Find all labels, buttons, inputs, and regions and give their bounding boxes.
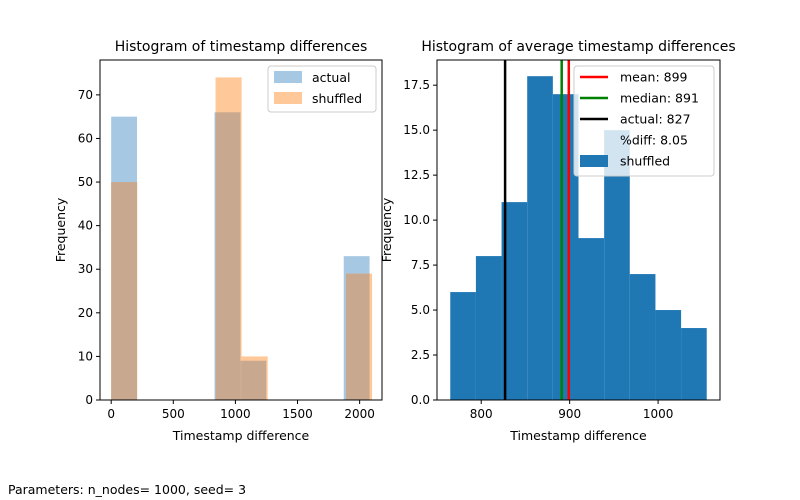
y-tick-label-6: 15.0 (403, 123, 430, 137)
chart-title: Histogram of average timestamp differenc… (421, 39, 735, 55)
y-tick-label-5: 12.5 (403, 168, 430, 182)
legend-label-1: median: 891 (620, 91, 699, 106)
x-tick-label-3: 1500 (282, 407, 313, 421)
chart-title: Histogram of timestamp differences (115, 39, 368, 55)
x-tick-label-2: 1000 (220, 407, 251, 421)
x-tick-label-0: 800 (470, 407, 493, 421)
legend-swatch-actual (274, 71, 302, 83)
bar-shuffled-3 (527, 76, 553, 400)
legend-label-0: mean: 899 (620, 70, 688, 85)
x-tick-label-4: 2000 (344, 407, 375, 421)
bar-shuffled-8 (655, 310, 682, 400)
x-axis-label: Timestamp difference (509, 428, 647, 443)
y-tick-label-1: 10 (78, 349, 93, 363)
y-tick-label-0: 0 (85, 393, 93, 407)
legend-swatch-shuffled (580, 155, 608, 167)
x-tick-label-2: 1000 (643, 407, 674, 421)
y-axis-label: Frequency (379, 197, 394, 262)
y-tick-label-1: 2.5 (411, 348, 430, 362)
bar-shuffled-1 (475, 256, 502, 400)
y-tick-label-7: 17.5 (403, 78, 430, 92)
y-tick-label-5: 50 (78, 175, 93, 189)
y-tick-label-2: 20 (78, 306, 93, 320)
y-tick-label-3: 7.5 (411, 258, 430, 272)
legend-swatch-shuffled (274, 92, 302, 104)
y-tick-label-3: 30 (78, 262, 93, 276)
x-tick-label-1: 500 (162, 407, 185, 421)
y-tick-label-2: 5.0 (411, 303, 430, 317)
y-tick-label-0: 0.0 (411, 393, 430, 407)
bar-overlap-5 (241, 360, 267, 400)
y-axis-label: Frequency (53, 197, 68, 262)
bar-overlap-4 (215, 112, 241, 401)
legend-1: actual shuffled (267, 65, 377, 113)
y-tick-label-7: 70 (78, 88, 93, 102)
parameters-footer: Parameters: n_nodes= 1000, seed= 3 (8, 482, 247, 497)
bar-shuffled-5 (578, 238, 605, 400)
x-tick-label-0: 0 (107, 407, 115, 421)
legend-frame (573, 65, 715, 177)
bar-shuffled-9 (681, 328, 707, 400)
legend-label-2: actual: 827 (620, 112, 691, 127)
axes-frame (99, 59, 383, 401)
legend-pct-diff: %diff: 8.05 (620, 133, 688, 148)
y-tick-label-4: 10.0 (403, 213, 430, 227)
chart-1: 0 500 1000 1500 2000 0 10 20 30 40 50 60 70 Timestamp… (53, 39, 383, 443)
legend-label-shuffled: shuffled (620, 154, 670, 169)
x-tick-label-1: 900 (558, 407, 581, 421)
bar-overlap-9 (345, 273, 370, 400)
bar-shuffled-0 (450, 292, 476, 400)
legend-label-actual: actual (312, 70, 351, 85)
axes-frame (436, 59, 721, 401)
y-tick-label-4: 40 (78, 219, 93, 233)
legend-2: mean: 899 median: 891 actual: 827 %diff: 8.… (573, 65, 715, 177)
bar-overlap-5 (240, 360, 242, 400)
legend-label-shuffled: shuffled (312, 91, 362, 106)
y-tick-label-6: 60 (78, 131, 93, 145)
bar-shuffled-7 (629, 274, 656, 400)
x-axis-label: Timestamp difference (172, 428, 310, 443)
bar-overlap-0 (111, 182, 138, 400)
